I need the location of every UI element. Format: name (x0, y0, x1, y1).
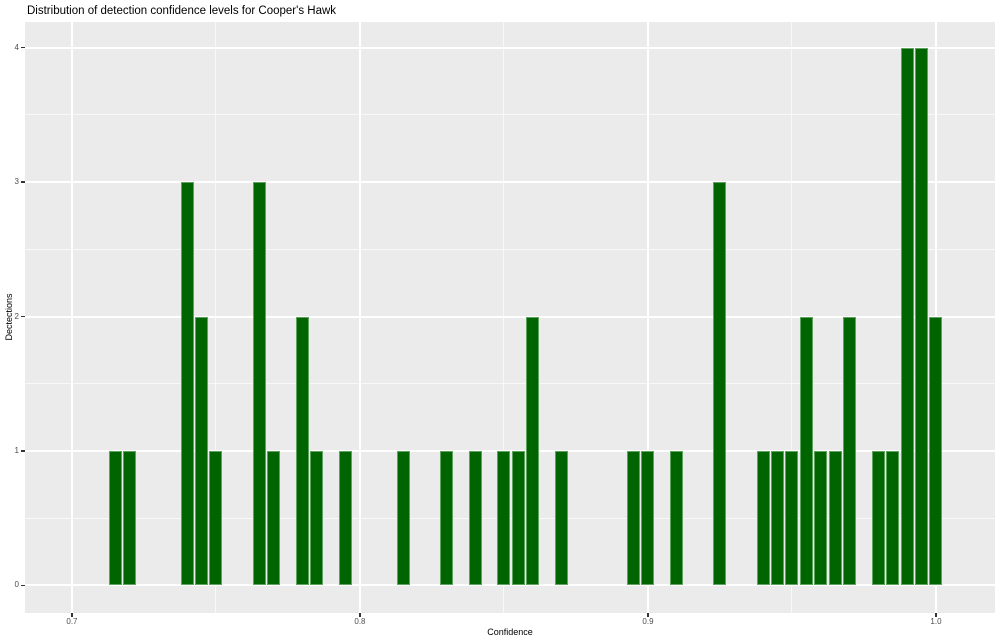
histogram-bar (497, 451, 511, 586)
histogram-bar (295, 316, 309, 586)
histogram-bar (209, 451, 223, 586)
histogram-bar (123, 451, 137, 586)
y-minor-gridline (25, 114, 995, 116)
x-tick-label: 0.9 (642, 617, 654, 626)
histogram-bar (339, 451, 353, 586)
histogram-bar (468, 451, 482, 586)
histogram-bar (814, 451, 828, 586)
y-tick-mark (21, 315, 25, 318)
y-tick-label: 3 (14, 177, 19, 187)
x-tick-mark (359, 613, 361, 617)
histogram-bar (886, 451, 900, 586)
histogram-bar (526, 316, 540, 586)
histogram-bar (771, 451, 785, 586)
x-tick-mark (935, 613, 937, 617)
histogram-bar (799, 316, 813, 586)
x-tick-label: 1.0 (930, 617, 942, 626)
y-major-gridline (25, 46, 995, 49)
histogram-bar (670, 451, 684, 586)
y-major-gridline (25, 181, 995, 184)
y-tick-label: 1 (14, 446, 19, 455)
histogram-bar (785, 451, 799, 586)
y-minor-gridline (25, 248, 995, 250)
histogram-bar (641, 451, 655, 586)
histogram-bar (713, 182, 727, 586)
histogram-bar (310, 451, 324, 586)
histogram-bar (180, 182, 194, 586)
chart-title: Distribution of detection confidence lev… (27, 5, 337, 17)
histogram-bar (555, 451, 569, 586)
y-tick-mark (21, 450, 25, 452)
y-minor-gridline (25, 383, 995, 385)
y-tick-label: 2 (14, 311, 19, 321)
histogram-bar (900, 47, 914, 586)
histogram-bar (252, 182, 266, 586)
y-tick-mark (21, 181, 25, 183)
x-axis-title: Confidence (487, 627, 533, 637)
histogram-bar (828, 451, 842, 586)
histogram-bar (396, 451, 410, 586)
histogram-bar (929, 316, 943, 586)
histogram-bar (195, 316, 209, 586)
x-tick-mark (647, 613, 649, 617)
y-major-gridline (25, 315, 995, 318)
histogram-bar (915, 47, 929, 586)
histogram-bar (871, 451, 885, 586)
y-tick-mark (21, 584, 25, 587)
y-tick-label: 4 (14, 42, 19, 52)
x-tick-mark (71, 613, 73, 617)
x-tick-label: 0.8 (354, 617, 366, 626)
histogram-bar (267, 451, 281, 586)
x-tick-label: 0.7 (66, 617, 78, 626)
histogram-bar (843, 316, 857, 586)
y-tick-label: 0 (14, 580, 19, 590)
histogram-bar (627, 451, 641, 586)
plot-panel (25, 22, 995, 613)
histogram-bar (756, 451, 770, 586)
y-tick-mark (21, 46, 25, 49)
histogram-bar (439, 451, 453, 586)
histogram-bar (511, 451, 525, 586)
histogram-bar (108, 451, 122, 586)
y-major-gridline (25, 584, 995, 587)
